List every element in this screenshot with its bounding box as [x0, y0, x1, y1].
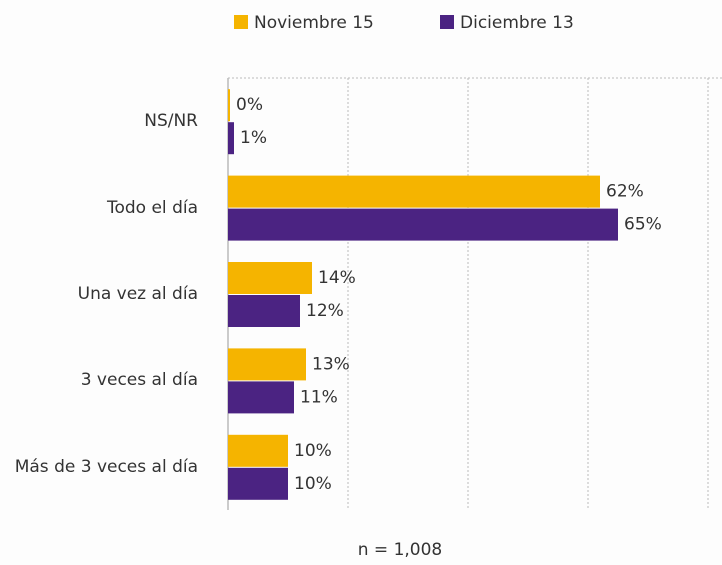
- bar: [228, 295, 300, 327]
- value-label: 1%: [240, 128, 267, 148]
- value-label: 11%: [300, 387, 338, 407]
- bar: [228, 381, 294, 414]
- bar: [228, 434, 288, 467]
- value-label: 0%: [236, 95, 263, 115]
- bar: [228, 348, 306, 381]
- category-label: Todo el día: [106, 197, 198, 218]
- footnote: n = 1,008: [358, 540, 443, 560]
- bar: [228, 208, 618, 241]
- legend-swatch: [440, 15, 454, 29]
- category-label: NS/NR: [144, 111, 198, 132]
- bar: [228, 262, 312, 294]
- value-label: 65%: [624, 215, 662, 235]
- bar: [228, 175, 600, 208]
- bar: [228, 122, 234, 155]
- value-label: 62%: [606, 182, 644, 202]
- category-label: 3 veces al día: [80, 370, 198, 391]
- legend-label: Diciembre 13: [460, 13, 574, 33]
- legend-label: Noviembre 15: [254, 13, 374, 33]
- value-label: 14%: [318, 268, 356, 288]
- value-label: 13%: [312, 354, 350, 374]
- legend-swatch: [234, 15, 248, 29]
- bar: [228, 89, 230, 122]
- value-label: 10%: [294, 441, 332, 461]
- bar: [228, 467, 288, 500]
- value-label: 12%: [306, 301, 344, 321]
- category-label: Más de 3 veces al día: [14, 456, 198, 477]
- value-label: 10%: [294, 474, 332, 494]
- category-label: Una vez al día: [77, 284, 198, 304]
